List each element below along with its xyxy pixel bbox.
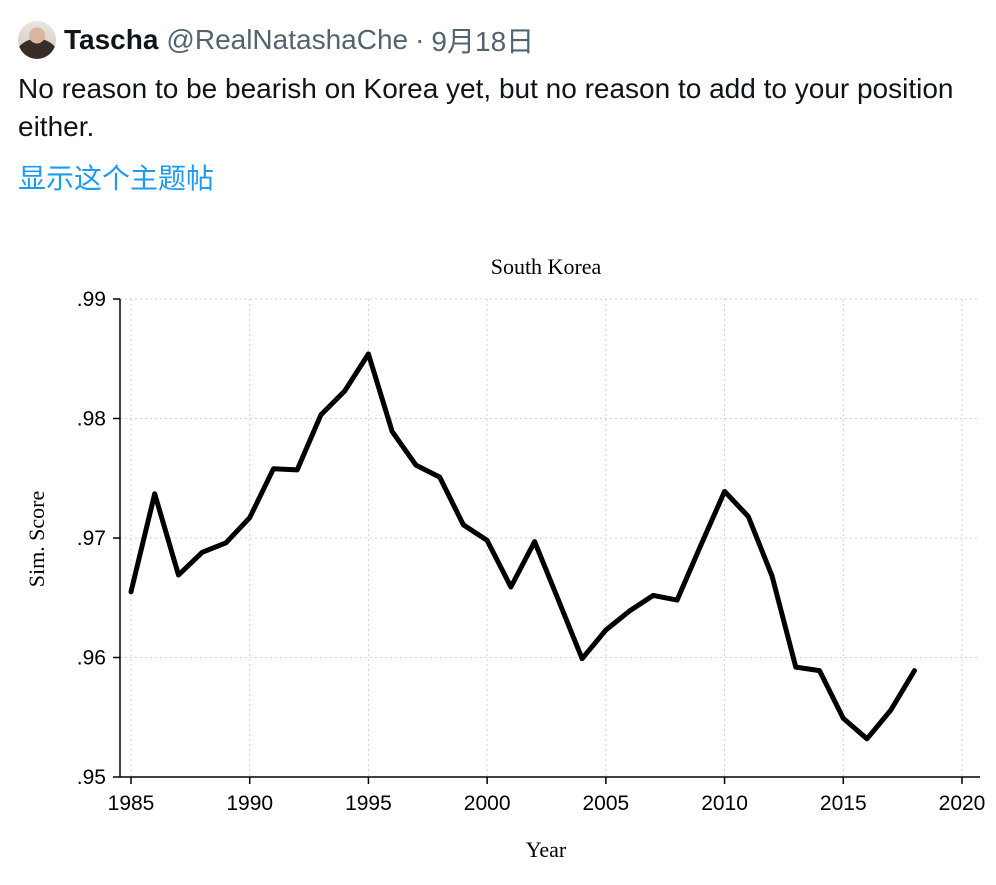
x-tick-label: 2010 xyxy=(701,792,748,815)
x-tick-label: 2000 xyxy=(464,792,511,815)
y-axis-label: Sim. Score xyxy=(24,491,49,588)
y-tick-label: .98 xyxy=(77,408,106,431)
y-tick-label: .97 xyxy=(77,527,106,550)
show-thread-link[interactable]: 显示这个主题帖 xyxy=(18,163,215,194)
chart-grid xyxy=(120,298,980,778)
tweet-header: Tascha @RealNatashaChe · 9月18日 xyxy=(18,20,534,60)
tweet-date[interactable]: 9月18日 xyxy=(431,26,535,57)
y-tick-label: .99 xyxy=(77,288,106,311)
x-tick-label: 2020 xyxy=(939,792,986,815)
series-line xyxy=(128,351,917,742)
chart-ticks: .95 .96 .97 .98 .99 1985 1990 1995 2000 2005 2010 2… xyxy=(77,288,986,815)
y-tick-label: .95 xyxy=(77,766,106,789)
x-tick-label: 1985 xyxy=(108,792,155,815)
x-tick-label: 1990 xyxy=(226,792,273,815)
x-tick-label: 1995 xyxy=(345,792,392,815)
chart-title: South Korea xyxy=(491,254,602,279)
author-name[interactable]: Tascha xyxy=(64,24,159,55)
y-tick-label: .96 xyxy=(77,647,106,670)
author-handle[interactable]: @RealNatashaChe xyxy=(166,24,409,55)
chart-series xyxy=(128,351,917,742)
x-tick-label: 2015 xyxy=(820,792,867,815)
x-tick-label: 2005 xyxy=(582,792,629,815)
x-axis-label: Year xyxy=(526,837,567,862)
avatar[interactable] xyxy=(18,21,56,59)
chart-image: .95 .96 .97 .98 .99 1985 1990 1995 2000 2005 2010 2… xyxy=(24,254,986,862)
tweet-text: No reason to be bearish on Korea yet, bu… xyxy=(18,73,954,142)
separator-dot: · xyxy=(415,24,425,55)
